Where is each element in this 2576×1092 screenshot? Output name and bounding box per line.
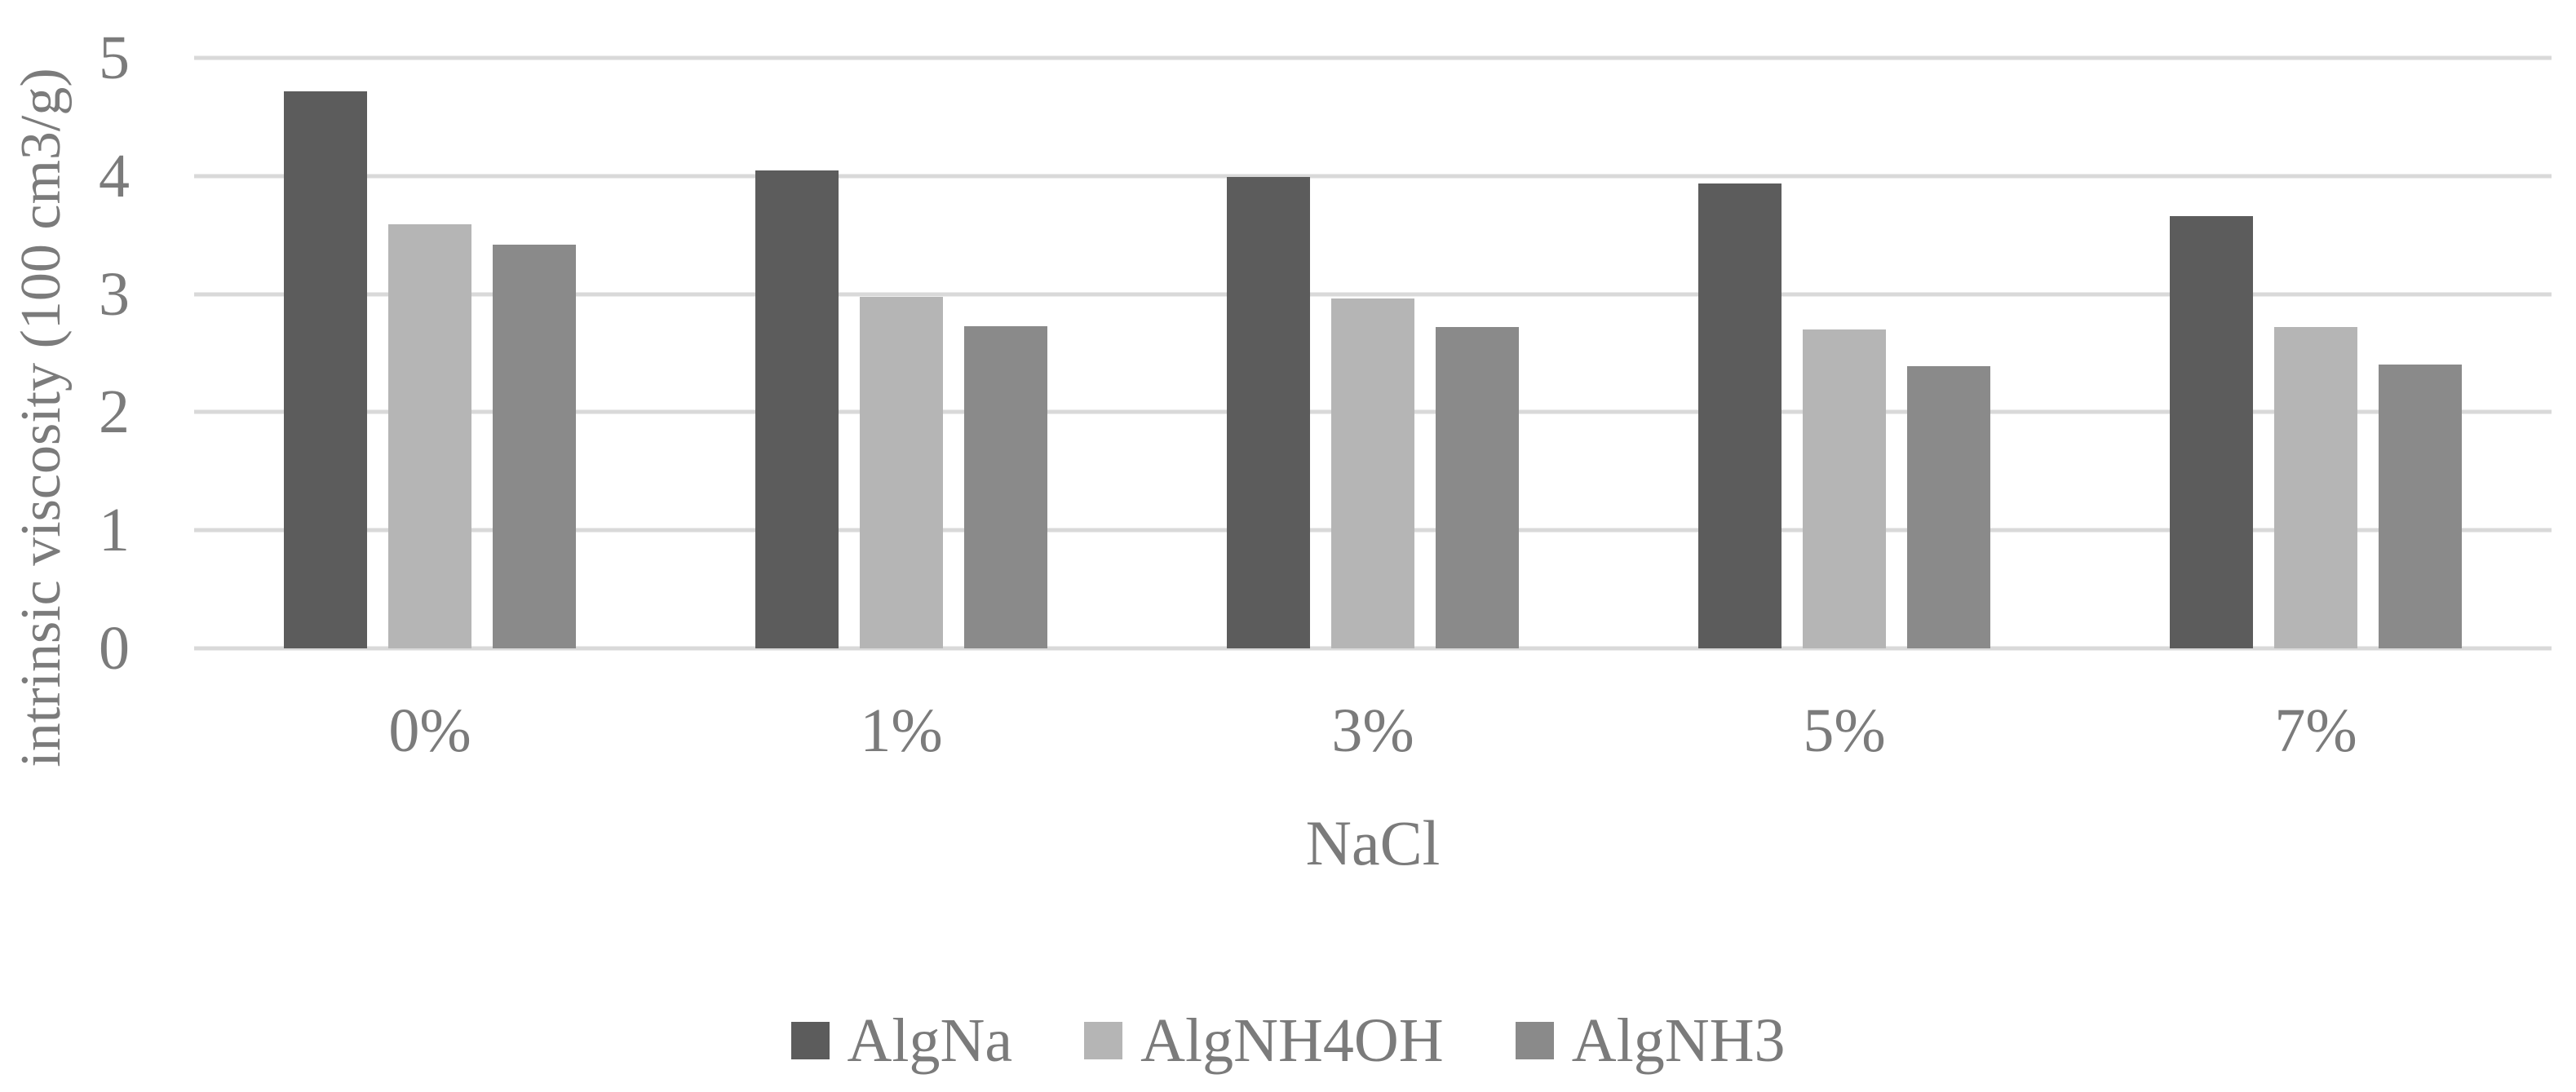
category-group [1137, 58, 1609, 648]
legend-item-algna: AlgNa [790, 1006, 1013, 1075]
bar-algnh4oh-3% [1331, 298, 1414, 648]
bar-algnh3-5% [1907, 365, 1990, 648]
bar-algnh4oh-0% [388, 224, 471, 648]
plot-area [194, 55, 2552, 651]
bar-algnh3-3% [1436, 327, 1519, 648]
legend-label: AlgNH4OH [1140, 1006, 1444, 1075]
bar-algnh3-7% [2379, 365, 2462, 648]
bar-algnh4oh-7% [2274, 327, 2357, 648]
legend-label: AlgNa [847, 1006, 1013, 1075]
x-axis-labels: 0% 1% 3% 5% 7% [194, 700, 2552, 762]
y-tick-label: 1 [99, 496, 130, 565]
category-group [1609, 58, 2080, 648]
y-tick-label: 0 [99, 614, 130, 683]
legend-label: AlgNH3 [1571, 1006, 1786, 1075]
legend-swatch-icon [1515, 1022, 1554, 1059]
y-tick-label: 4 [99, 141, 130, 210]
legend-item-algnh3: AlgNH3 [1515, 1006, 1786, 1075]
x-tick-label: 0% [388, 696, 471, 765]
bar-algnh4oh-1% [860, 296, 943, 648]
bar-algna-0% [284, 91, 367, 648]
x-tick-label: 1% [860, 696, 943, 765]
category-group [194, 58, 666, 648]
bar-algnh3-1% [964, 325, 1047, 648]
category-group [666, 58, 1137, 648]
gridline [194, 292, 2552, 297]
bar-algnh3-0% [493, 244, 576, 648]
gridline [194, 174, 2552, 179]
gridline [194, 55, 2552, 60]
bar-algna-3% [1227, 177, 1310, 648]
bar-algna-5% [1698, 183, 1782, 648]
bar-algna-1% [755, 170, 839, 648]
x-axis-title: NaCl [1305, 807, 1441, 878]
legend-swatch-icon [790, 1022, 830, 1059]
x-tick-label: 3% [1331, 696, 1414, 765]
category-group [2080, 58, 2552, 648]
bar-algna-7% [2170, 216, 2253, 648]
legend: AlgNa AlgNH4OH AlgNH3 [0, 1010, 2576, 1072]
x-tick-label: 7% [2274, 696, 2357, 765]
gridline [194, 646, 2552, 651]
x-tick-label: 5% [1803, 696, 1886, 765]
y-tick-label: 3 [99, 259, 130, 329]
bar-groups [194, 58, 2552, 648]
legend-item-algnh4oh: AlgNH4OH [1084, 1010, 1444, 1072]
y-tick-label: 5 [99, 24, 130, 92]
y-tick-label: 2 [99, 378, 130, 447]
legend-swatch-icon [1084, 1022, 1123, 1059]
bar-algnh4oh-5% [1803, 329, 1886, 648]
